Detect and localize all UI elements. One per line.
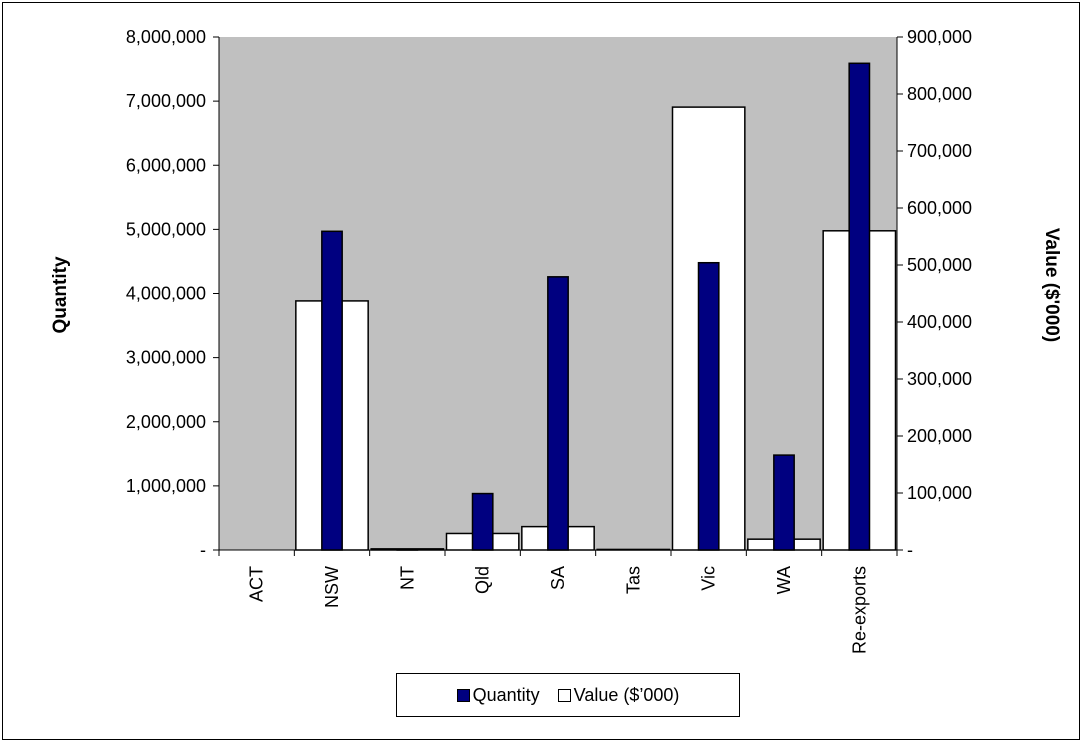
left-axis-ticks: - 1,000,000 2,000,000 3,000,000 4,000,000 5,0… (126, 27, 219, 560)
left-tick-label: - (200, 540, 206, 560)
right-tick-label: 500,000 (907, 255, 972, 275)
quantity-bar-wa (773, 454, 795, 551)
quantity-bar-qld (471, 492, 494, 551)
left-tick-label: 4,000,000 (126, 284, 206, 304)
left-axis-title: Quantity (50, 256, 71, 333)
legend: Quantity Value ($’000) (396, 673, 740, 717)
left-tick-label: 6,000,000 (126, 155, 206, 175)
category-label: WA (774, 566, 794, 594)
value-swatch-icon (557, 688, 571, 702)
quantity-bar-vic (697, 261, 720, 551)
quantity-bar-sa (547, 276, 569, 551)
quantity-bar-nsw (321, 230, 343, 551)
category-label: NT (397, 566, 417, 590)
right-axis-ticks: - 100,000 200,000 300,000 400,000 500,000 600,… (897, 27, 972, 560)
right-tick-label: 900,000 (907, 27, 972, 47)
category-label: Vic (699, 566, 719, 591)
legend-item-value: Value ($’000) (557, 684, 680, 706)
left-tick-label: 8,000,000 (126, 27, 206, 47)
legend-item-quantity: Quantity (456, 684, 540, 706)
left-tick-label: 2,000,000 (126, 412, 206, 432)
right-axis-title: Value ($'000) (1041, 228, 1062, 342)
left-tick-label: 1,000,000 (126, 476, 206, 496)
legend-label-value: Value ($’000) (573, 684, 680, 705)
right-tick-label: 800,000 (907, 84, 972, 104)
right-tick-label: 700,000 (907, 141, 972, 161)
category-labels: ACT NSW NT Qld SA Tas Vic WA Re-exports (247, 566, 870, 654)
right-tick-label: 200,000 (907, 426, 972, 446)
quantity-bar-re-exports (848, 62, 871, 551)
left-tick-label: 5,000,000 (126, 219, 206, 239)
right-tick-label: 100,000 (907, 483, 972, 503)
category-label: NSW (322, 566, 342, 608)
right-tick-label: - (907, 540, 913, 560)
left-tick-label: 3,000,000 (126, 348, 206, 368)
right-tick-label: 400,000 (907, 312, 972, 332)
category-label: ACT (247, 566, 267, 602)
right-tick-label: 600,000 (907, 198, 972, 218)
quantity-swatch-icon (456, 688, 470, 702)
legend-label-quantity: Quantity (472, 684, 540, 705)
left-tick-label: 7,000,000 (126, 91, 206, 111)
category-label: Qld (473, 566, 493, 594)
right-tick-label: 300,000 (907, 369, 972, 389)
category-label: Re-exports (849, 566, 869, 654)
category-label: SA (548, 566, 568, 590)
category-label: Tas (623, 566, 643, 594)
